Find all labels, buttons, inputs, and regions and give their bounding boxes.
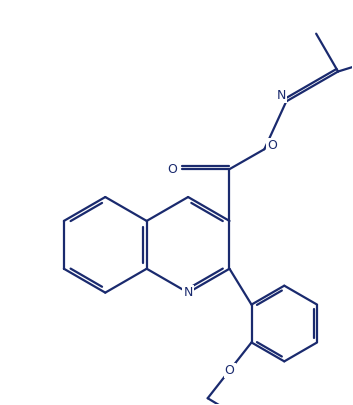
Text: O: O	[167, 163, 176, 176]
Text: N: N	[277, 89, 286, 102]
Text: N: N	[184, 286, 193, 299]
Text: O: O	[225, 364, 234, 377]
Text: O: O	[267, 139, 277, 152]
